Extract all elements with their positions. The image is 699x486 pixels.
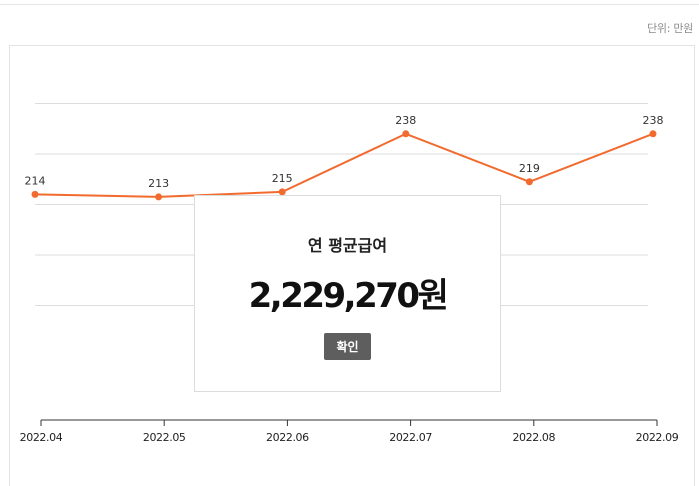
data-label: 214 [25, 174, 46, 187]
data-point [402, 130, 410, 138]
data-label: 219 [519, 162, 540, 175]
data-point [525, 178, 533, 186]
data-label: 215 [272, 172, 293, 185]
series-line [34, 132, 654, 198]
unit-label: 단위: 만원 [647, 22, 693, 35]
confirm-button[interactable]: 확인 [324, 333, 371, 360]
x-tick-label: 2022.09 [636, 431, 679, 444]
data-point [31, 190, 39, 198]
popup-title: 연 평균급여 [307, 236, 388, 255]
data-label: 238 [643, 114, 664, 127]
x-tick-label: 2022.04 [20, 431, 63, 444]
top-divider [0, 0, 699, 5]
average-salary-popup: 연 평균급여 2,229,270원 확인 [194, 195, 501, 392]
line-chart: 2022.04 2022.05 2022.06 2022.07 2022.08 2022.… [20, 103, 679, 444]
data-label: 213 [148, 177, 169, 190]
x-tick-label: 2022.07 [389, 431, 432, 444]
data-point [278, 188, 286, 196]
x-tick-label: 2022.08 [512, 431, 555, 444]
data-point [649, 130, 657, 138]
data-label: 238 [395, 114, 416, 127]
popup-amount: 2,229,270원 [248, 276, 449, 316]
x-tick-label: 2022.05 [143, 431, 186, 444]
data-point [155, 193, 163, 201]
x-tick-label: 2022.06 [266, 431, 309, 444]
